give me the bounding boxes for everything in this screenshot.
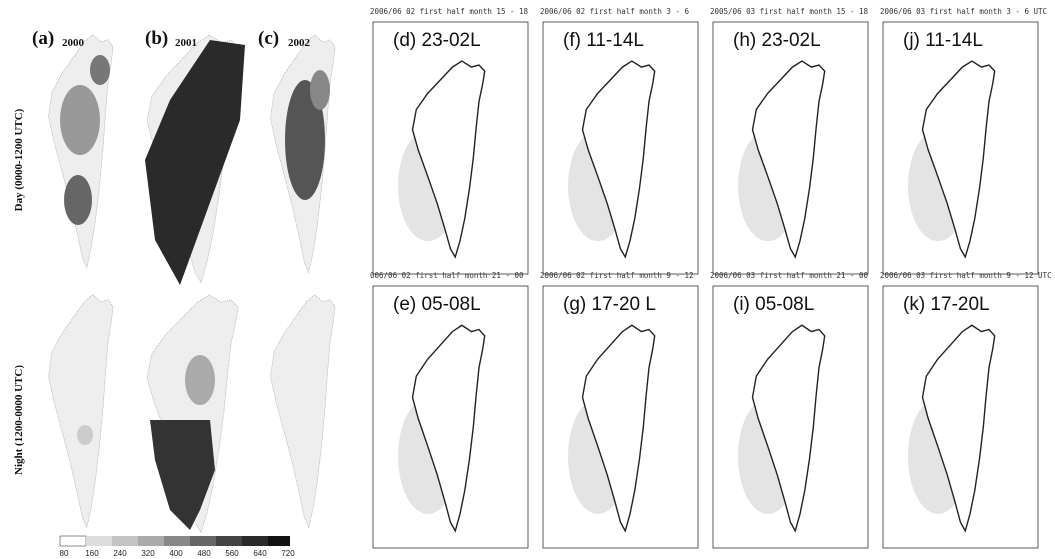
panel-label: (k) 17-20L xyxy=(903,294,990,315)
panel-year: 2002 xyxy=(288,37,311,49)
panel-header: 2006/06 02 first half month 15 - 18 xyxy=(370,7,529,16)
colorbar-tick: 80 xyxy=(60,549,69,558)
panel-label: (i) 05-08L xyxy=(733,294,814,315)
colorbar-tick: 160 xyxy=(85,549,99,558)
panel-label: (j) 11-14L xyxy=(903,30,983,51)
panel-header: 2006/06 02 first half month 3 - 6 xyxy=(540,7,689,16)
colorbar-tick: 320 xyxy=(141,549,155,558)
panel-label: (h) 23-02L xyxy=(733,30,821,51)
panel-header: 006/06 02 first half month 21 - 00 xyxy=(370,271,524,280)
panel-header: 2006/06 03 first half month 9 - 12 UTC xyxy=(880,271,1052,280)
panel-header: 2005/06 03 first half month 15 - 18 xyxy=(710,7,869,16)
left-maps: Day (0000-1200 UTC) Night (1200-0000 UTC… xyxy=(13,28,336,558)
colorbar-tick: 400 xyxy=(169,549,183,558)
colorbar: 80 160 240 320 400 480 560 640 720 xyxy=(60,535,295,558)
colorbar-tick: 720 xyxy=(281,549,295,558)
colorbar-tick: 560 xyxy=(225,549,239,558)
panel-header: 2006/06 03 first half month 3 - 6 UTC xyxy=(880,7,1047,16)
panel-label: (a) xyxy=(32,28,54,49)
panel-year: 2001 xyxy=(175,37,197,49)
right-maps: 2006/06 02 first half month 15 - 18 (d) 2… xyxy=(370,7,1052,549)
panel-label: (c) xyxy=(258,28,279,49)
row-label: Day (0000-1200 UTC) xyxy=(13,108,25,211)
colorbar-tick: 480 xyxy=(197,549,211,558)
panel-label: (d) 23-02L xyxy=(393,30,481,51)
panel-year: 2000 xyxy=(62,37,85,49)
row-label: Night (1200-0000 UTC) xyxy=(13,365,25,475)
panel-header: 2006/06 02 first half month 9 - 12 xyxy=(540,271,694,280)
colorbar-tick: 240 xyxy=(113,549,127,558)
panel-label: (f) 11-14L xyxy=(563,30,644,51)
colorbar-tick: 640 xyxy=(253,549,267,558)
panel-label: (e) 05-08L xyxy=(393,294,481,315)
panel-label: (b) xyxy=(145,28,168,49)
panel-label: (g) 17-20 L xyxy=(563,294,656,315)
panel-header: 2006/06 03 first half month 21 - 00 xyxy=(710,271,869,280)
